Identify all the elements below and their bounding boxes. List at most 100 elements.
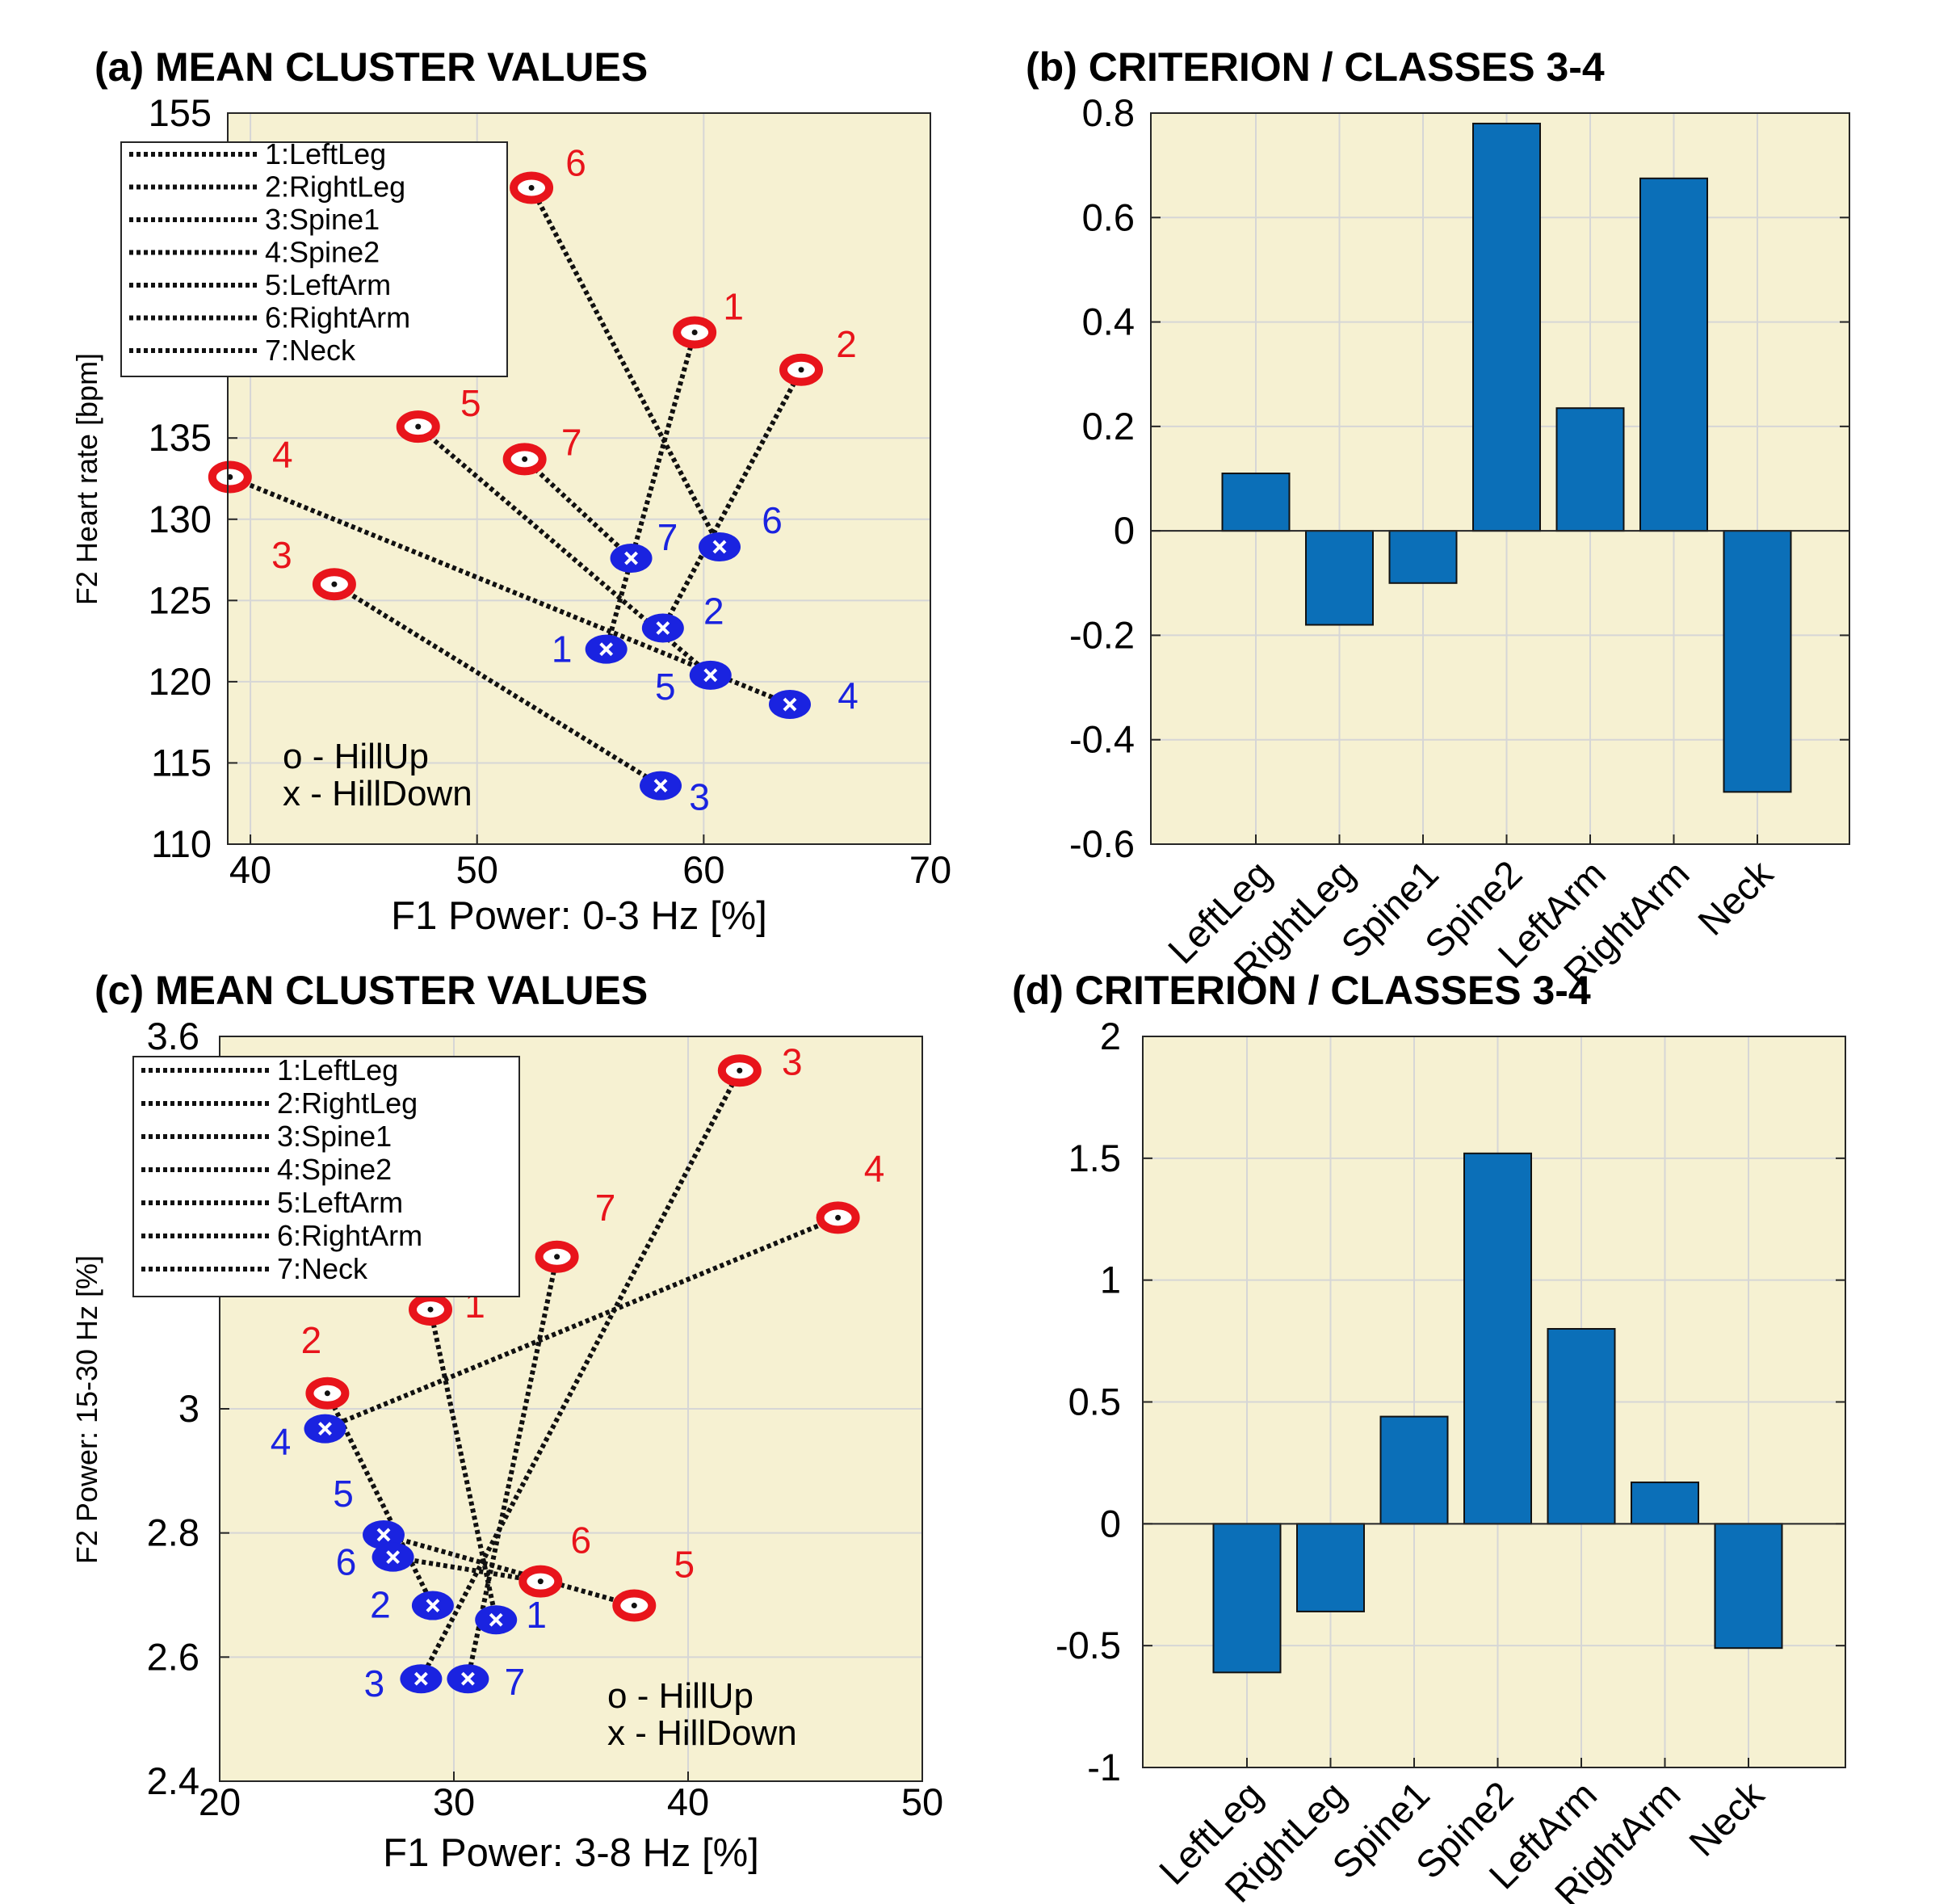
hillup-marker-2 xyxy=(779,353,824,386)
legend-entry: 2:RightLeg xyxy=(265,170,405,204)
hillup-marker-4 xyxy=(816,1201,860,1234)
x-tick-label: 60 xyxy=(682,848,724,891)
y-tick-label: 2 xyxy=(1100,1015,1121,1057)
hilldown-label-5: 5 xyxy=(333,1473,354,1515)
hilldown-label-3: 3 xyxy=(689,776,710,818)
hilldown-marker-6 xyxy=(699,532,741,561)
pair-line-7 xyxy=(523,457,633,561)
hilldown-marker-5 xyxy=(689,660,732,690)
pair-line-7 xyxy=(465,1256,560,1679)
hilldown-marker-1 xyxy=(475,1605,518,1635)
hillup-dot xyxy=(415,423,422,430)
hillup-dot xyxy=(691,330,698,335)
hillup-marker-6 xyxy=(510,171,554,204)
y-tick-label: 3 xyxy=(178,1387,199,1430)
x-tick-label: 70 xyxy=(909,848,951,891)
legend-entry: 6:RightArm xyxy=(265,301,410,334)
hilldown-cross xyxy=(783,697,797,712)
y-tick-label: 2.8 xyxy=(147,1511,199,1554)
y-tick-label: -0.5 xyxy=(1056,1624,1121,1667)
hillup-marker-6 xyxy=(518,1565,563,1598)
hilldown-cross xyxy=(413,1671,428,1686)
hillup-marker-5 xyxy=(612,1589,657,1622)
hilldown-label-4: 4 xyxy=(271,1421,292,1463)
pair-line-3 xyxy=(418,1069,742,1680)
panel-c-legend-box xyxy=(132,1056,520,1297)
hilldown-cross xyxy=(460,1671,475,1686)
category-label: Neck xyxy=(1681,1772,1773,1864)
x-tick-label: 50 xyxy=(456,848,498,891)
hillup-dot xyxy=(331,581,338,587)
pair-line-2 xyxy=(661,368,804,629)
x-tick-label: 20 xyxy=(199,1780,241,1823)
hilldown-label-7: 7 xyxy=(505,1661,526,1703)
hilldown-marker-3 xyxy=(400,1664,443,1694)
hilldown-cross xyxy=(426,1599,440,1612)
axes-c-markers xyxy=(304,1054,860,1694)
panel-a-ylabel: F2 Heart rate [bpm] xyxy=(70,353,103,605)
hilldown-marker-5 xyxy=(363,1519,405,1549)
bar-RightLeg xyxy=(1296,1523,1365,1612)
hillup-marker-5 xyxy=(396,410,440,443)
panel-c-legend: 1:LeftLeg2:RightLeg3:Spine14:Spine25:Lef… xyxy=(132,1053,520,1297)
hillup-label-3: 3 xyxy=(271,534,292,576)
hillup-dot xyxy=(324,1390,330,1397)
bar-Neck xyxy=(1714,1523,1783,1650)
legend-entry: 5:LeftArm xyxy=(277,1186,403,1219)
hillup-label-4: 4 xyxy=(272,433,293,475)
bar-LeftArm xyxy=(1555,407,1625,532)
panel-a-xlabel: F1 Power: 0-3 Hz [%] xyxy=(391,894,767,938)
x-tick-label: 30 xyxy=(433,1780,475,1823)
hilldown-label-2: 2 xyxy=(370,1584,391,1626)
y-tick-label: 115 xyxy=(151,741,212,784)
hilldown-cross xyxy=(489,1612,503,1627)
hillup-dot xyxy=(798,367,804,373)
hillup-label-6: 6 xyxy=(565,142,586,184)
hilldown-label-6: 6 xyxy=(762,499,783,541)
panel-a-note-hillup: o - HillUp xyxy=(283,737,429,776)
legend-entry: 2:RightLeg xyxy=(277,1086,418,1120)
x-tick-label: 50 xyxy=(901,1780,943,1823)
bar-LeftLeg xyxy=(1212,1523,1282,1674)
legend-entry: 1:LeftLeg xyxy=(265,137,386,170)
panel-a-note-hilldown: x - HillDown xyxy=(283,774,472,813)
hilldown-label-5: 5 xyxy=(655,666,676,708)
panel-b-bar: -0.6-0.4-0.200.20.40.60.8LeftLegRightLeg… xyxy=(1026,44,1850,994)
hilldown-marker-3 xyxy=(640,771,682,801)
hilldown-marker-7 xyxy=(610,544,653,574)
legend-entry: 4:Spine2 xyxy=(265,236,380,269)
y-tick-label: 3.6 xyxy=(147,1015,199,1057)
y-tick-label: -0.4 xyxy=(1069,718,1135,761)
y-tick-label: 2.4 xyxy=(147,1759,199,1802)
hilldown-cross xyxy=(376,1528,391,1542)
bar-LeftArm xyxy=(1547,1328,1616,1525)
hillup-marker-3 xyxy=(717,1054,762,1087)
hilldown-cross xyxy=(703,668,718,683)
hillup-label-2: 2 xyxy=(836,323,857,365)
legend-entry: 3:Spine1 xyxy=(277,1120,392,1153)
y-tick-label: 0.4 xyxy=(1082,301,1135,343)
hillup-marker-3 xyxy=(312,568,356,601)
bar-RightLeg xyxy=(1305,530,1374,626)
hillup-dot xyxy=(227,473,233,480)
axes-d-bars xyxy=(1212,1152,1783,1674)
pair-line-1 xyxy=(603,331,698,650)
y-tick-label: 135 xyxy=(149,416,212,459)
hillup-dot xyxy=(522,456,528,462)
bar-Spine1 xyxy=(1379,1415,1449,1525)
legend-entry: 5:LeftArm xyxy=(265,268,391,301)
panel-a-title: (a) MEAN CLUSTER VALUES xyxy=(94,44,648,90)
legend-entry: 7:Neck xyxy=(277,1252,368,1285)
hilldown-cross xyxy=(318,1422,332,1436)
axes-a-markers xyxy=(208,171,824,801)
pair-line-6 xyxy=(392,1554,541,1584)
legend-entry: 3:Spine1 xyxy=(265,203,380,236)
panel-a-scatter: 1 1 2 2 3 3 4 4 5 5 6 6 7 7 40 50 60 70 110 115 120 125 130 13… xyxy=(70,44,951,938)
panel-a-legend: 1:LeftLeg2:RightLeg3:Spine14:Spine25:Lef… xyxy=(120,137,508,377)
hillup-label-7: 7 xyxy=(595,1187,616,1229)
hillup-dot xyxy=(427,1306,434,1313)
y-tick-label: -1 xyxy=(1087,1746,1121,1788)
